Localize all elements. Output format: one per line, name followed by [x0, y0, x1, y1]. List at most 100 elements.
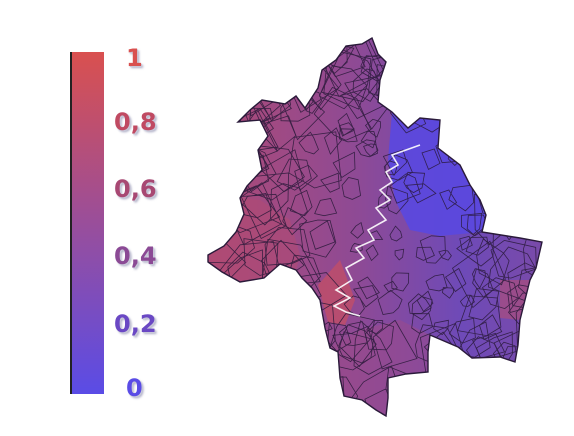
district-boundary	[456, 102, 506, 159]
district-boundary	[377, 193, 392, 209]
district-boundary	[412, 49, 443, 94]
district-boundary	[466, 214, 489, 237]
district-boundary	[237, 302, 299, 352]
district-boundary	[281, 61, 309, 101]
district-boundary	[208, 192, 231, 219]
district-boundary	[237, 368, 290, 416]
district-boundary	[470, 381, 502, 416]
district-boundary	[208, 219, 255, 264]
district-boundary	[451, 240, 506, 309]
district-boundary	[314, 198, 338, 217]
district-boundary	[415, 246, 435, 261]
district-boundary	[418, 368, 457, 405]
district-boundary	[403, 171, 426, 194]
district-boundary	[468, 288, 500, 321]
district-boundary	[471, 268, 486, 289]
district-boundary	[407, 293, 432, 314]
district-boundary	[352, 68, 381, 102]
district-boundary	[220, 301, 268, 358]
district-boundary	[246, 38, 294, 82]
district-boundary	[478, 125, 507, 152]
district-boundary	[264, 227, 311, 266]
district-boundary	[208, 41, 234, 68]
district-boundary	[236, 352, 292, 410]
district-boundary	[482, 182, 530, 241]
district-boundary	[445, 267, 467, 293]
district-boundary	[385, 185, 409, 215]
district-boundary	[366, 319, 384, 335]
district-boundary	[282, 68, 305, 90]
district-boundary	[448, 317, 476, 344]
district-boundary	[391, 272, 410, 292]
district-boundary	[398, 38, 452, 78]
district-boundary	[447, 394, 478, 416]
district-boundary	[341, 177, 362, 200]
district-boundary	[436, 77, 488, 115]
district-boundary	[383, 154, 413, 181]
district-boundary	[469, 46, 497, 81]
district-boundary	[272, 38, 326, 87]
district-boundary	[364, 118, 381, 138]
district-boundary	[355, 139, 378, 158]
district-boundary	[392, 380, 461, 416]
legend-tick-0-2: 0,2	[114, 310, 157, 338]
district-boundary	[253, 38, 313, 78]
legend-tick-1: 1	[126, 44, 143, 72]
district-boundary	[481, 277, 519, 310]
district-boundary	[465, 236, 489, 256]
district-boundary	[261, 69, 287, 103]
district-boundary	[487, 78, 522, 126]
district-boundary	[494, 380, 528, 409]
map-fill-group	[208, 38, 542, 416]
district-boundary	[439, 189, 458, 210]
district-boundary	[223, 355, 247, 385]
district-boundary	[350, 221, 364, 239]
district-boundary	[338, 128, 358, 143]
district-boundary	[413, 53, 473, 109]
district-boundary	[425, 273, 448, 292]
legend-tick-0: 0	[126, 374, 143, 402]
district-boundary	[289, 189, 313, 217]
district-boundary	[213, 160, 242, 199]
district-boundary	[397, 384, 449, 416]
district-boundary	[208, 350, 234, 399]
district-boundary	[416, 290, 434, 313]
district-boundary	[309, 220, 336, 250]
district-boundary	[276, 158, 312, 191]
district-boundary	[411, 313, 433, 334]
legend-tick-0-8: 0,8	[114, 108, 157, 136]
district-boundary	[254, 38, 280, 57]
district-boundary	[232, 355, 258, 389]
district-boundary	[522, 69, 542, 105]
district-boundary	[232, 136, 262, 161]
district-boundary	[222, 136, 256, 173]
district-boundary	[263, 350, 306, 399]
district-boundary	[233, 50, 273, 81]
district-boundary	[514, 63, 542, 92]
district-boundary	[215, 315, 242, 339]
legend-tick-0-4: 0,4	[114, 242, 157, 270]
district-boundary	[332, 151, 356, 178]
district-boundary	[365, 244, 379, 262]
district-boundary	[357, 276, 380, 300]
district-boundary	[323, 48, 372, 110]
district-boundary	[383, 280, 398, 293]
district-boundary	[218, 358, 260, 405]
district-boundary	[442, 102, 474, 125]
district-boundary	[294, 164, 318, 191]
district-boundary	[313, 86, 372, 141]
district-boundary	[332, 325, 376, 364]
district-boundary	[341, 365, 410, 416]
district-boundary	[290, 352, 339, 416]
district-boundary	[467, 130, 506, 158]
district-boundary	[457, 295, 502, 337]
district-boundary	[282, 207, 308, 236]
district-boundary	[298, 131, 319, 155]
district-boundary	[500, 401, 527, 416]
district-boundary	[382, 149, 408, 176]
district-boundary	[329, 313, 375, 363]
district-boundary	[439, 38, 487, 73]
district-boundary	[320, 172, 340, 193]
district-boundary	[433, 319, 449, 336]
